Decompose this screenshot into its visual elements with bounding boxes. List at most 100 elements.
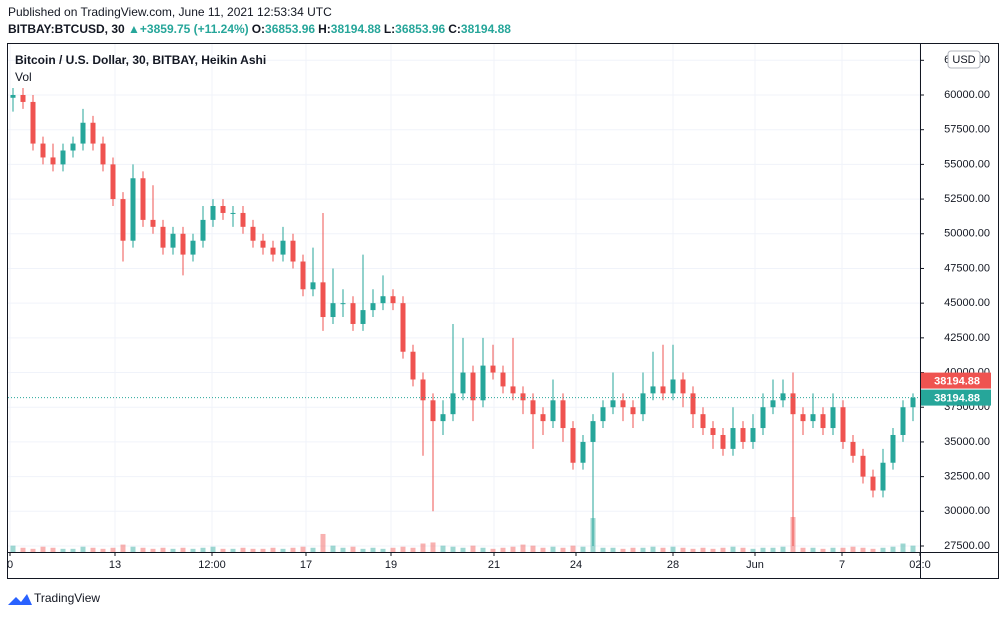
- volume-bar: [660, 547, 666, 552]
- volume-bar: [160, 547, 166, 552]
- volume-bar: [560, 547, 566, 552]
- volume-bar: [600, 547, 606, 552]
- y-tick-label: 30000.00: [944, 505, 990, 517]
- y-tick-label: 27500.00: [944, 540, 990, 552]
- candles: [8, 88, 920, 547]
- ohlc-key: H:: [318, 22, 331, 36]
- candle-body: [480, 365, 486, 401]
- candle-body: [820, 414, 826, 429]
- volume-bar: [580, 546, 586, 552]
- volume-bar: [190, 548, 196, 552]
- volume-bar: [100, 548, 106, 552]
- candle-body: [550, 400, 556, 422]
- candle-body: [880, 462, 886, 491]
- x-tick-label: 13: [109, 559, 121, 571]
- volume-bar: [850, 546, 856, 552]
- ohlc-value: 36853.96: [395, 22, 446, 36]
- y-tick-label: 42500.00: [944, 332, 990, 344]
- volume-bar: [670, 546, 676, 552]
- y-tick-label: 50000.00: [944, 228, 990, 240]
- volume-bar: [330, 545, 336, 552]
- candle-body: [740, 428, 746, 442]
- currency-badge: USD: [947, 50, 981, 69]
- candle-body: [80, 122, 86, 144]
- volume-bar: [230, 548, 236, 552]
- candle-body: [50, 157, 56, 165]
- x-tick-label: 21: [488, 559, 500, 571]
- candle-body: [580, 441, 586, 463]
- candle-body: [750, 428, 756, 442]
- candle-body: [240, 212, 246, 227]
- volume-pane: [10, 517, 916, 552]
- candle-body: [220, 206, 226, 213]
- candle-body: [700, 414, 706, 429]
- volume-bar: [700, 547, 706, 552]
- candle-body: [410, 351, 416, 380]
- candle-body: [250, 226, 256, 241]
- volume-bar: [460, 547, 466, 552]
- volume-bar: [70, 548, 76, 552]
- volume-bar: [550, 546, 556, 552]
- candle-body: [660, 386, 666, 394]
- candle-body: [60, 150, 66, 165]
- y-tick-label: 57500.00: [944, 124, 990, 136]
- volume-bar: [170, 548, 176, 552]
- y-tick-label: 55000.00: [944, 158, 990, 170]
- volume-bar: [30, 548, 36, 552]
- volume-bar: [300, 546, 306, 552]
- candle-body: [330, 303, 336, 318]
- candle-body: [640, 393, 646, 415]
- volume-bar: [610, 547, 616, 552]
- y-tick-label: 35000.00: [944, 436, 990, 448]
- volume-bar: [440, 545, 446, 552]
- candle-body: [390, 296, 396, 304]
- candle-body: [510, 386, 516, 394]
- candle-body: [270, 247, 276, 255]
- volume-bar: [870, 548, 876, 552]
- volume-bar: [20, 547, 26, 552]
- volume-bar: [420, 543, 426, 552]
- volume-bar: [410, 547, 416, 552]
- volume-bar: [240, 547, 246, 552]
- volume-bar: [180, 547, 186, 552]
- candle-body: [130, 178, 136, 241]
- candle-body: [760, 407, 766, 429]
- volume-bar: [630, 547, 636, 552]
- candle-body: [870, 476, 876, 491]
- volume-bar: [810, 547, 816, 552]
- volume-bar: [340, 547, 346, 552]
- volume-bar: [130, 546, 136, 552]
- candle-body: [600, 407, 606, 422]
- volume-bar: [250, 548, 256, 552]
- volume-bar: [880, 547, 886, 552]
- volume-bar: [750, 548, 756, 552]
- candle-body: [160, 226, 166, 248]
- candle-body: [730, 428, 736, 449]
- volume-bar: [800, 547, 806, 552]
- price-badge: [921, 389, 991, 406]
- volume-bar: [890, 546, 896, 552]
- candle-body: [280, 240, 286, 255]
- x-tick-label: 12:00: [198, 559, 226, 571]
- candle-body: [840, 407, 846, 442]
- candle-body: [830, 407, 836, 429]
- candle-body: [800, 414, 806, 422]
- candle-body: [670, 379, 676, 394]
- volume-bar: [520, 544, 526, 552]
- volume-bar: [820, 548, 826, 552]
- candle-body: [90, 122, 96, 144]
- volume-bar: [640, 547, 646, 552]
- volume-bar: [390, 547, 396, 552]
- ohlc-value: 38194.88: [330, 22, 381, 36]
- brand: TradingView: [34, 591, 100, 605]
- volume-bar: [760, 547, 766, 552]
- volume-bar: [840, 547, 846, 552]
- candle-body: [140, 178, 146, 220]
- volume-bar: [90, 547, 96, 552]
- candle-body: [710, 428, 716, 435]
- symbol-line: BITBAY:BTCUSD, 30 ▲+3859.75 (+11.24%) O:3…: [8, 22, 511, 36]
- footer-logo: TradingView: [8, 591, 100, 605]
- volume-bar: [350, 546, 356, 552]
- y-tick-label: 32500.00: [944, 471, 990, 483]
